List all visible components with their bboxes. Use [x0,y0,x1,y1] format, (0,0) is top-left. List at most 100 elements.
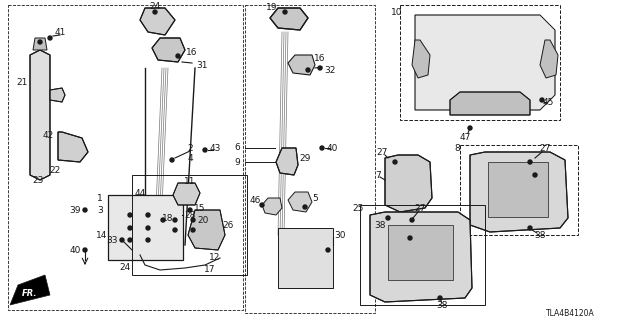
Polygon shape [415,15,555,110]
Text: 29: 29 [300,154,310,163]
Circle shape [146,226,150,230]
Text: 26: 26 [222,220,234,229]
Circle shape [48,36,52,40]
Text: 43: 43 [209,143,221,153]
Text: 46: 46 [250,196,260,204]
Bar [8,5,243,310]
Text: 11: 11 [184,177,196,186]
Text: 20: 20 [197,215,209,225]
Ellipse shape [463,38,513,86]
Circle shape [83,248,87,252]
Polygon shape [58,132,88,162]
Text: 27: 27 [376,148,388,156]
Polygon shape [262,198,282,215]
Polygon shape [33,38,47,50]
Circle shape [153,10,157,14]
Text: 41: 41 [54,28,66,36]
Circle shape [393,160,397,164]
Circle shape [120,238,124,242]
Text: 22: 22 [49,165,61,174]
Text: 42: 42 [42,131,54,140]
Polygon shape [276,148,298,175]
Text: 15: 15 [195,204,205,212]
Polygon shape [470,152,568,232]
Text: 14: 14 [96,230,108,239]
Circle shape [173,228,177,232]
Polygon shape [30,50,50,180]
Text: 45: 45 [542,98,554,107]
Text: 7: 7 [375,171,381,180]
Text: 19: 19 [266,3,278,12]
Text: 47: 47 [460,132,470,141]
Circle shape [176,54,180,58]
Text: 3: 3 [97,205,103,214]
Text: FR.: FR. [22,289,38,298]
Polygon shape [270,8,308,30]
Circle shape [408,236,412,240]
Bar [108,195,183,260]
Circle shape [188,208,192,212]
Bar [278,228,333,288]
Text: 16: 16 [314,53,326,62]
Circle shape [528,160,532,164]
Text: 27: 27 [414,204,426,212]
Polygon shape [140,8,175,35]
Polygon shape [540,40,558,78]
Circle shape [83,208,87,212]
Ellipse shape [478,53,498,71]
Polygon shape [288,55,315,75]
Polygon shape [173,183,200,205]
Circle shape [438,296,442,300]
Text: 18: 18 [163,213,173,222]
Text: 28: 28 [184,211,196,220]
Circle shape [320,146,324,150]
Polygon shape [10,275,50,305]
Text: 9: 9 [234,157,240,166]
Polygon shape [50,88,65,102]
Circle shape [128,238,132,242]
Circle shape [128,213,132,217]
Circle shape [410,218,414,222]
Bar [460,145,578,235]
Text: 6: 6 [234,142,240,151]
Polygon shape [152,38,185,62]
Text: 10: 10 [391,7,403,17]
Circle shape [161,218,165,222]
Text: 32: 32 [324,66,336,75]
Circle shape [303,205,307,209]
Polygon shape [370,212,472,302]
Circle shape [533,173,537,177]
Text: 30: 30 [334,230,346,239]
Text: 40: 40 [69,245,81,254]
Text: 39: 39 [69,205,81,214]
Text: 23: 23 [32,175,44,185]
Text: 31: 31 [196,60,208,69]
Ellipse shape [448,25,528,100]
Bar [488,162,548,217]
Polygon shape [288,192,312,212]
Text: 25: 25 [352,204,364,212]
Text: 12: 12 [209,253,221,262]
Text: 1: 1 [97,194,103,203]
Text: 8: 8 [454,143,460,153]
Text: 44: 44 [134,188,146,197]
Circle shape [306,68,310,72]
Polygon shape [385,155,432,212]
Bar [360,205,485,305]
Bar [388,225,453,280]
Circle shape [128,226,132,230]
Circle shape [283,10,287,14]
Circle shape [468,126,472,130]
Text: 16: 16 [186,47,198,57]
Text: TLA4B4120A: TLA4B4120A [546,308,595,317]
Circle shape [260,203,264,207]
Text: 24: 24 [149,2,161,11]
Text: 40: 40 [326,143,338,153]
Circle shape [540,98,544,102]
Circle shape [146,213,150,217]
Text: 24: 24 [120,263,131,273]
Circle shape [173,218,177,222]
Polygon shape [412,40,430,78]
Text: 38: 38 [436,300,448,309]
Text: 27: 27 [540,143,550,153]
